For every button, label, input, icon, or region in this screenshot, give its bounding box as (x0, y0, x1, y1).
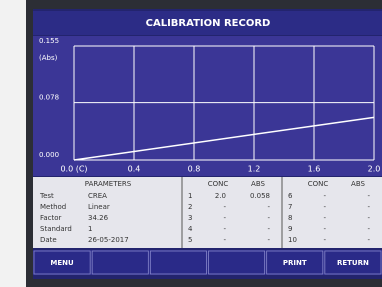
row-index: 9 (288, 225, 292, 233)
panel-title: PARAMETERS (85, 180, 132, 188)
row-index: 6 (288, 192, 293, 200)
y-tick-label: 0.000 (39, 151, 59, 159)
param-label: Standard (40, 225, 72, 233)
softkey[interactable]: MENU (50, 259, 74, 267)
row-index: 3 (188, 214, 192, 222)
abs-cell: 0.058 (250, 192, 270, 200)
row-index: 4 (188, 225, 193, 233)
x-tick-label: 1.6 (308, 165, 321, 174)
param-value: 26-05-2017 (88, 236, 129, 244)
button-bar (33, 250, 382, 275)
x-tick-label: 0.0 (C) (60, 165, 87, 174)
row-index: 7 (288, 203, 292, 211)
plot-area (33, 36, 382, 176)
param-label: Test (39, 192, 54, 200)
param-label: Factor (40, 214, 62, 222)
row-index: 1 (188, 192, 192, 200)
row-index: 10 (288, 236, 297, 244)
x-tick-label: 0.4 (128, 165, 141, 174)
param-value: 34.26 (88, 214, 109, 222)
param-value: 1 (88, 225, 92, 233)
screen: CALIBRATION RECORD (Abs) 0.000 0.078 0.155… (0, 0, 382, 287)
softkey[interactable]: PRINT (283, 259, 307, 267)
y-axis-label: (Abs) (39, 54, 58, 62)
row-index: 2 (188, 203, 192, 211)
param-value: Linear (88, 203, 110, 211)
screen-title: CALIBRATION RECORD (146, 18, 271, 29)
column-header: ABS (251, 180, 265, 188)
column-header: CONC (208, 180, 229, 188)
y-tick-label: 0.078 (39, 94, 59, 102)
x-tick-label: 0.8 (188, 165, 201, 174)
param-label: Date (40, 236, 57, 244)
row-index: 5 (188, 236, 192, 244)
column-header: CONC (308, 180, 329, 188)
softkey[interactable]: RETURN (337, 259, 369, 267)
row-index: 8 (288, 214, 292, 222)
y-tick-label: 0.155 (39, 37, 59, 45)
param-value: CREA (88, 192, 107, 200)
x-tick-label: 1.2 (248, 165, 261, 174)
column-header: ABS (351, 180, 365, 188)
conc-cell: 2.0 (215, 192, 226, 200)
param-label: Method (40, 203, 66, 211)
page: CALIBRATION RECORD (Abs) 0.000 0.078 0.155… (0, 0, 382, 287)
x-tick-label: 2.0 (368, 165, 381, 174)
